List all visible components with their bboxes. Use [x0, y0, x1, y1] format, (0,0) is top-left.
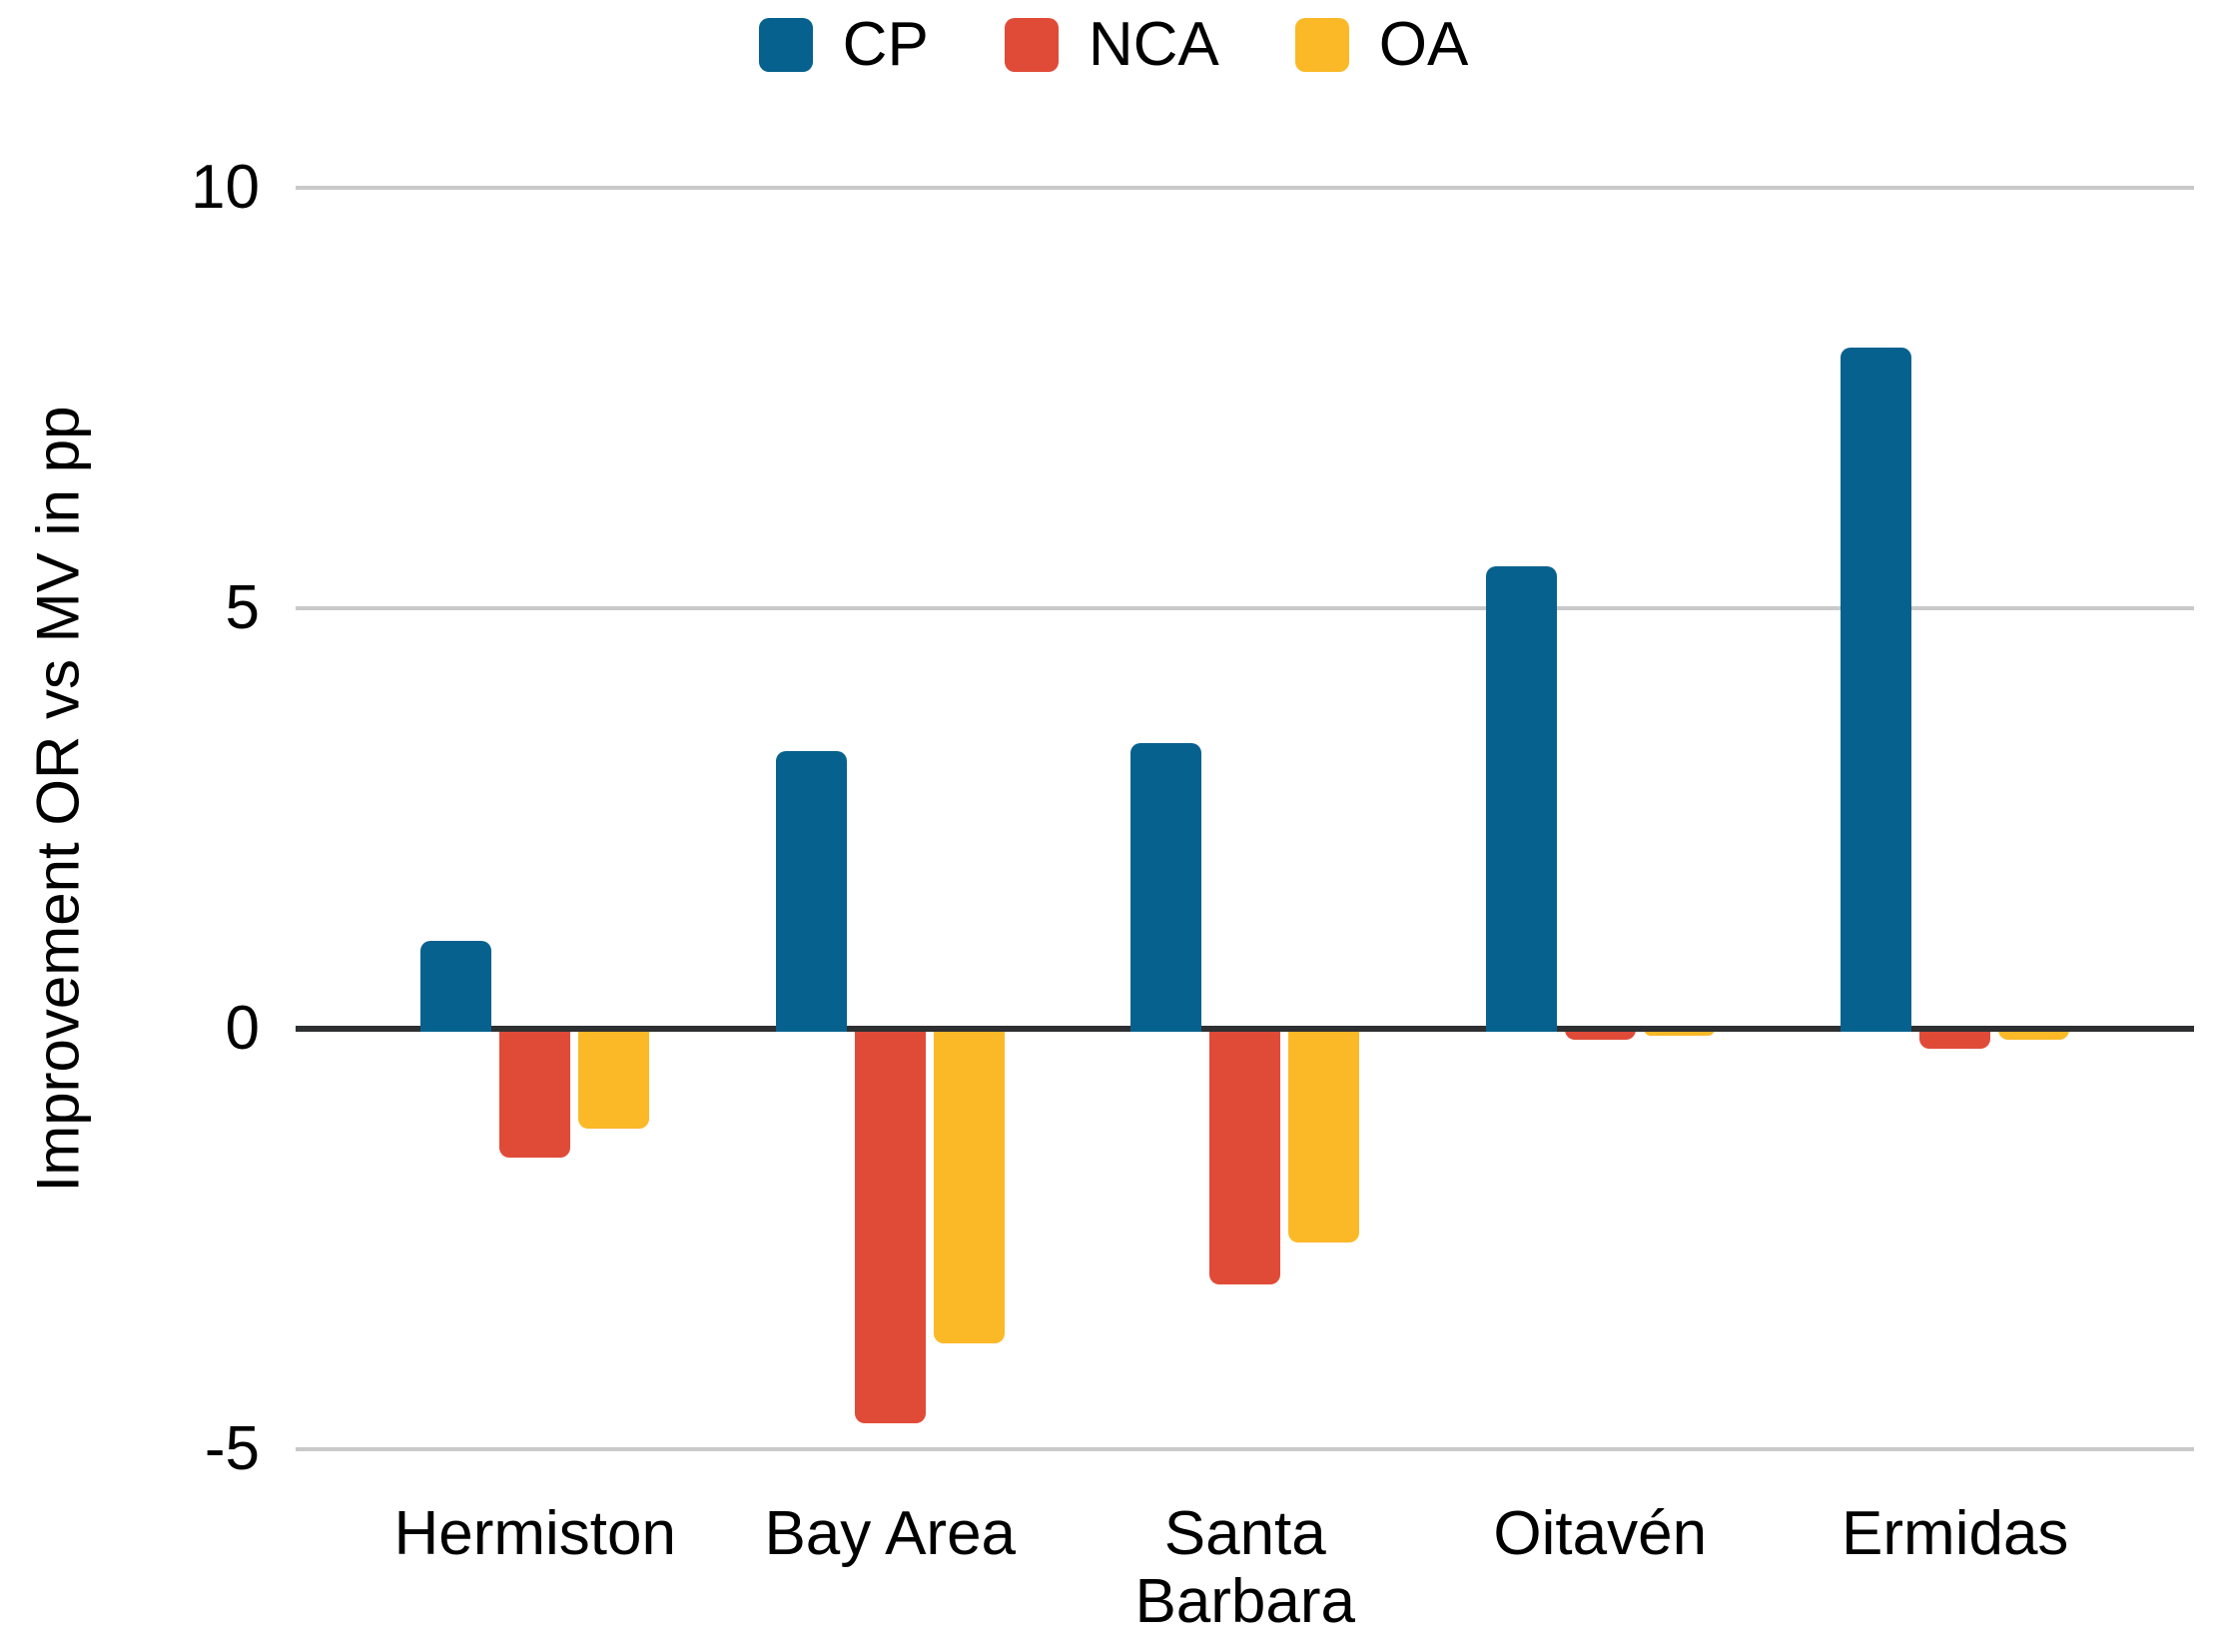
y-axis-title: Improvement OR vs MV in pp	[24, 406, 92, 1193]
legend-item-cp: CP	[758, 10, 929, 79]
x-tick-label-bay-area: Bay Area	[764, 1499, 1017, 1568]
bar-cp-ermidas	[1841, 347, 1912, 1032]
bar-nca-ermidas	[1919, 1029, 1991, 1049]
legend-swatch-nca-icon	[1004, 18, 1059, 72]
bar-oa-oitaven	[1643, 1029, 1715, 1037]
y-tick-label-0: 0	[225, 994, 260, 1063]
bar-oa-ermidas	[1998, 1029, 2070, 1041]
bar-oa-bay-area	[933, 1029, 1005, 1343]
gridline--5	[296, 1447, 2194, 1451]
bar-oa-santa-barbara	[1288, 1029, 1360, 1242]
bar-nca-bay-area	[854, 1029, 926, 1423]
legend-swatch-oa-icon	[1294, 18, 1349, 72]
legend-item-oa: OA	[1294, 10, 1469, 79]
bar-oa-hermiston	[578, 1029, 650, 1129]
y-tick-label-5: 5	[225, 573, 260, 642]
legend-label-cp: CP	[842, 10, 929, 79]
bar-cp-hermiston	[420, 940, 492, 1032]
x-tick-label-hermiston: Hermiston	[393, 1499, 676, 1568]
gridline-5	[296, 606, 2194, 610]
legend-swatch-cp-icon	[758, 18, 813, 72]
bar-cp-bay-area	[775, 751, 847, 1032]
legend-label-nca: NCA	[1088, 10, 1219, 79]
y-tick-label--5: -5	[204, 1414, 260, 1483]
bar-nca-santa-barbara	[1209, 1029, 1281, 1284]
bar-nca-hermiston	[499, 1029, 571, 1159]
zero-axis-line	[296, 1026, 2194, 1032]
x-tick-label-oitaven: Oitavén	[1493, 1499, 1708, 1568]
y-tick-label-10: 10	[191, 153, 260, 222]
legend-label-oa: OA	[1378, 10, 1469, 79]
gridline-10	[296, 186, 2194, 190]
bar-nca-oitaven	[1564, 1029, 1636, 1041]
bar-cp-santa-barbara	[1130, 742, 1202, 1032]
x-tick-label-santa-barbara: Santa Barbara	[1134, 1499, 1356, 1636]
legend: CP NCA OA	[0, 14, 2227, 76]
legend-item-nca: NCA	[1004, 10, 1219, 79]
bar-cp-oitaven	[1485, 565, 1557, 1032]
x-tick-label-ermidas: Ermidas	[1842, 1499, 2069, 1568]
